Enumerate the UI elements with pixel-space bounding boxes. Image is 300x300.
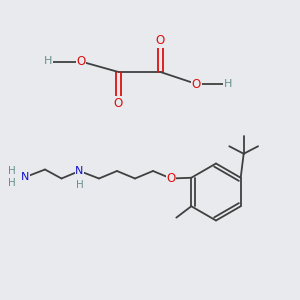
Text: O: O <box>167 172 176 185</box>
Text: N: N <box>21 172 30 182</box>
Text: H: H <box>44 56 52 67</box>
Text: H: H <box>8 166 16 176</box>
Text: N: N <box>75 166 84 176</box>
Text: O: O <box>76 55 85 68</box>
Text: H: H <box>76 179 83 190</box>
Text: O: O <box>114 97 123 110</box>
Text: O: O <box>192 77 201 91</box>
Text: H: H <box>224 79 232 89</box>
Text: O: O <box>156 34 165 47</box>
Text: H: H <box>8 178 16 188</box>
